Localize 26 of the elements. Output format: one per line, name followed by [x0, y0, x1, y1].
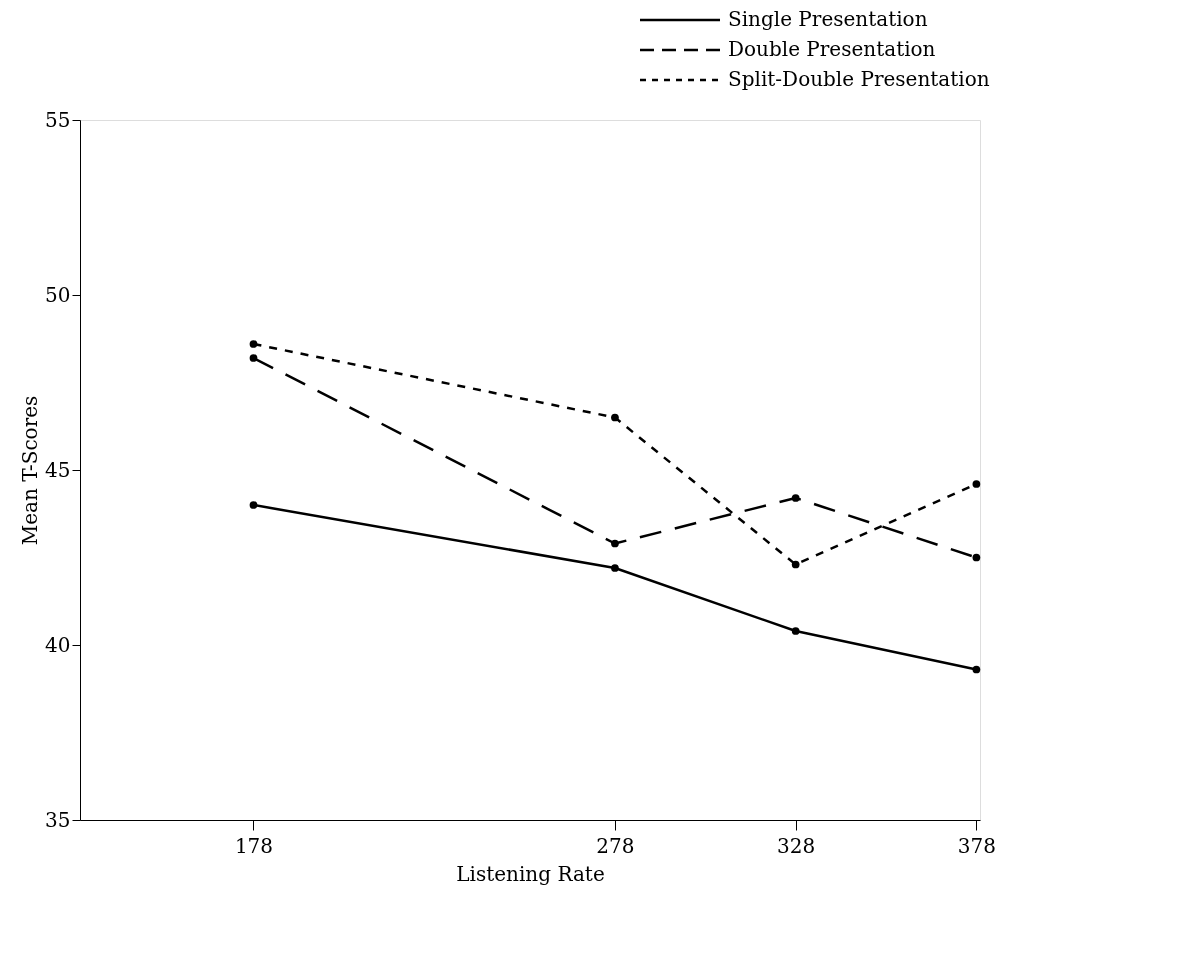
point [791, 627, 800, 635]
y-tick-label: 45 [45, 457, 71, 482]
point [611, 539, 619, 548]
point [972, 665, 981, 674]
y-axis-title: Mean T-Scores [18, 395, 43, 546]
point [972, 480, 981, 488]
point [249, 354, 258, 362]
x-axis-title: Listening Rate [456, 861, 605, 886]
x-tick-label: 328 [777, 833, 816, 858]
x-tick-label: 178 [234, 833, 274, 858]
y-tick-label: 50 [45, 282, 71, 307]
legend-label: Double Presentation [728, 37, 936, 61]
point [611, 564, 619, 572]
point [249, 501, 258, 509]
y-tick-label: 35 [45, 807, 71, 832]
y-tick-label: 55 [45, 107, 71, 132]
point [611, 413, 619, 422]
point [249, 340, 258, 348]
point [791, 560, 800, 569]
x-tick-label: 278 [596, 833, 635, 858]
x-tick-label: 378 [957, 833, 996, 858]
legend-label: Split-Double Presentation [728, 67, 990, 91]
y-tick-label: 40 [45, 632, 71, 657]
point [972, 553, 981, 562]
point [791, 494, 800, 502]
legend-label: Single Presentation [728, 7, 928, 31]
